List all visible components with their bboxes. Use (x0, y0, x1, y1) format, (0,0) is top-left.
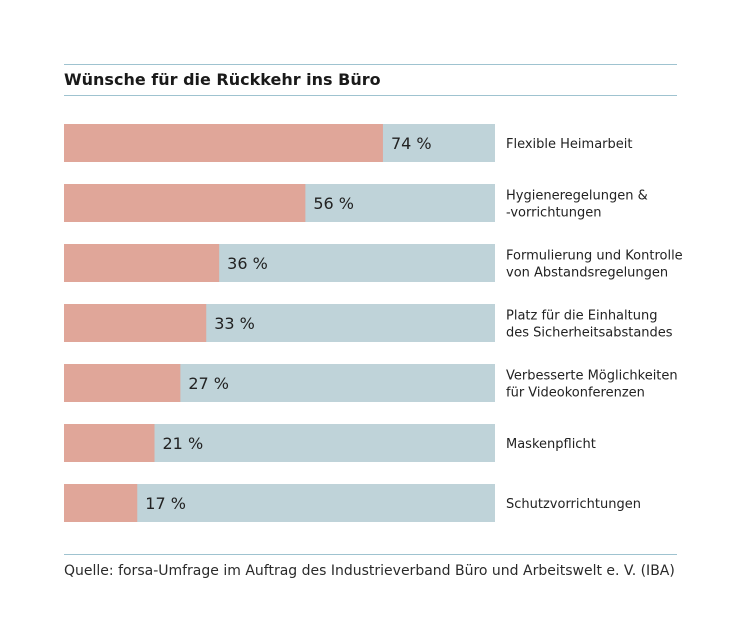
bottom-rule (64, 554, 677, 555)
top-rule (64, 64, 677, 65)
value-label: 27 % (188, 374, 229, 393)
category-label: für Videokonferenzen (506, 386, 645, 401)
bar-value (64, 364, 181, 402)
category-label: Platz für die Einhaltung (506, 309, 657, 324)
value-label: 21 % (163, 434, 204, 453)
category-label: Flexible Heimarbeit (506, 137, 632, 152)
bar-value (64, 244, 220, 282)
bar-value (64, 424, 155, 462)
title-rule (64, 95, 677, 96)
bar-value (64, 184, 306, 222)
category-label: des Sicherheitsabstandes (506, 326, 673, 341)
category-label: Hygieneregelungen & (506, 189, 648, 204)
value-label: 36 % (227, 254, 268, 273)
value-label: 74 % (391, 134, 432, 153)
category-label: Schutzvorrichtungen (506, 497, 641, 512)
category-label: -vorrichtungen (506, 206, 602, 221)
bar-value (64, 484, 138, 522)
category-label: Formulierung und Kontrolle (506, 249, 683, 264)
bar-value (64, 124, 383, 162)
category-label: von Abstandsregelungen (506, 266, 668, 281)
chart-title: Wünsche für die Rückkehr ins Büro (64, 70, 381, 89)
source-note: Quelle: forsa-Umfrage im Auftrag des Ind… (64, 563, 675, 579)
bar-value (64, 304, 207, 342)
value-label: 56 % (313, 194, 354, 213)
value-label: 33 % (214, 314, 255, 333)
value-label: 17 % (145, 494, 186, 513)
category-label: Maskenpflicht (506, 437, 596, 452)
category-label: Verbesserte Möglichkeiten (506, 369, 678, 384)
